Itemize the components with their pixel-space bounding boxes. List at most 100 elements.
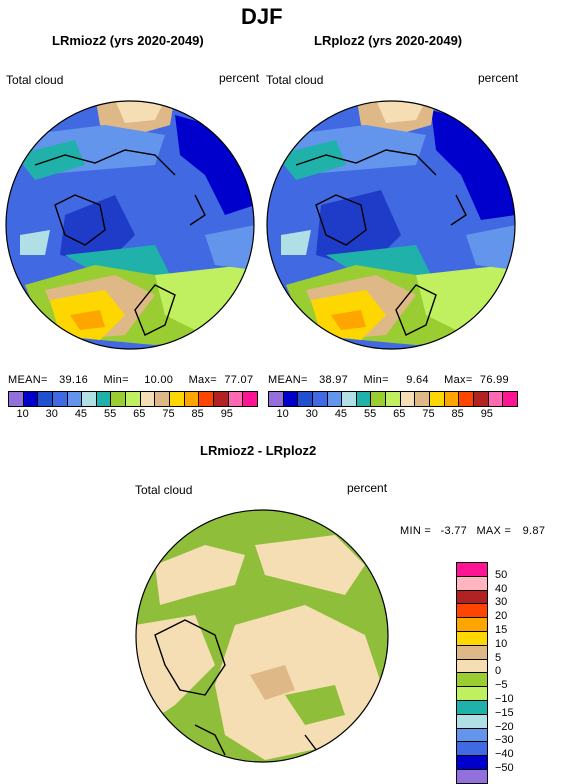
right-colorbar-swatch-6 <box>356 392 372 406</box>
diff-colorbar-swatch-14 <box>457 756 487 770</box>
diff-colorbar-tick-label: −30 <box>495 734 514 747</box>
right-variable-label: Total cloud <box>266 73 324 87</box>
right-colorbar-tick-label: 75 <box>422 408 435 420</box>
right-colorbar-tick-label: 65 <box>393 408 406 420</box>
left-map-dark-region <box>60 195 135 265</box>
left-colorbar-tick-label: 85 <box>191 408 204 420</box>
diff-colorbar-tick-label: −40 <box>495 748 514 761</box>
right-max-value: 76.99 <box>479 374 509 386</box>
left-map-sky-right <box>205 225 254 270</box>
right-polar-map <box>266 100 516 350</box>
diff-variable-label: Total cloud <box>135 483 193 497</box>
right-colorbar-tick-label: 95 <box>480 408 493 420</box>
figure-title: DJF <box>241 4 283 29</box>
diff-colorbar-tick-label: 40 <box>495 582 508 595</box>
right-min-value: 9.64 <box>406 374 429 386</box>
left-colorbar-swatch-13 <box>199 392 214 406</box>
diff-colorbar-swatch-10 <box>457 700 487 715</box>
right-colorbar-tick-label: 45 <box>334 408 348 420</box>
left-colorbar-tick-label: 45 <box>74 408 88 420</box>
diff-colorbar-swatch-11 <box>457 714 487 729</box>
left-colorbar <box>8 391 258 407</box>
right-colorbar-swatch-4 <box>327 392 343 406</box>
right-colorbar-swatch-14 <box>473 392 489 406</box>
diff-colorbar-swatch-9 <box>457 687 487 701</box>
left-map-orange-core <box>70 310 105 330</box>
right-colorbar-swatch-9 <box>400 392 416 406</box>
right-colorbar-swatch-8 <box>386 392 401 406</box>
right-colorbar-swatch-2 <box>298 392 313 406</box>
right-units-label: percent <box>478 71 519 85</box>
diff-colorbar-tick-label: −10 <box>495 693 514 705</box>
left-colorbar-tick-label: 75 <box>162 408 175 420</box>
diff-min-label: MIN = <box>400 525 432 537</box>
diff-colorbar-tick-label: −50 <box>495 762 514 774</box>
diff-colorbar-swatch-5 <box>457 631 487 646</box>
right-colorbar-swatch-16 <box>503 392 517 406</box>
diff-max-label: MAX = <box>476 525 512 537</box>
right-panel-title: LRploz2 (yrs 2020-2049) <box>314 33 463 48</box>
right-colorbar-swatch-11 <box>430 392 445 406</box>
left-stats: MEAN= 39.16 Min= 10.00 Max= 77.07 <box>8 374 253 386</box>
right-map-orange-core <box>331 310 366 330</box>
left-panel-title: LRmioz2 (yrs 2020-2049) <box>52 33 204 48</box>
diff-min-value: -3.77 <box>440 525 468 537</box>
left-colorbar-swatch-6 <box>96 392 112 406</box>
left-colorbar-tick-label: 10 <box>16 408 29 420</box>
right-colorbar-tick-label: 85 <box>451 408 464 420</box>
right-colorbar-swatch-5 <box>342 392 357 406</box>
diff-colorbar-swatch-1 <box>457 576 487 591</box>
diff-colorbar-swatch-12 <box>457 728 487 743</box>
right-map-lightcyan-left <box>281 230 311 255</box>
left-colorbar-swatch-8 <box>126 392 141 406</box>
diff-polar-map <box>135 509 389 763</box>
diff-colorbar-swatch-2 <box>457 590 487 605</box>
diff-colorbar-swatch-4 <box>457 618 487 632</box>
right-colorbar-swatch-7 <box>371 392 387 406</box>
left-colorbar-ticks: 10 30 45 55 65 75 85 95 <box>8 408 256 422</box>
left-colorbar-swatch-0 <box>9 392 24 406</box>
left-colorbar-swatch-16 <box>243 392 257 406</box>
diff-map-wheat-center <box>215 605 385 760</box>
left-polar-map <box>5 100 255 350</box>
right-colorbar-swatch-3 <box>312 392 328 406</box>
left-colorbar-tick-label: 95 <box>220 408 233 420</box>
right-map-wheat-top <box>376 101 426 123</box>
diff-stats: MIN = -3.77 MAX = 9.87 <box>400 525 545 537</box>
right-colorbar-tick-label: 30 <box>305 408 318 420</box>
right-stats: MEAN= 38.97 Min= 9.64 Max= 76.99 <box>268 374 509 386</box>
right-mean-label: MEAN= <box>268 374 308 386</box>
left-colorbar-tick-label: 30 <box>45 408 58 420</box>
left-max-label: Max= <box>188 374 217 386</box>
left-colorbar-swatch-14 <box>213 392 229 406</box>
diff-colorbar-swatch-0 <box>457 563 487 577</box>
left-colorbar-swatch-2 <box>38 392 53 406</box>
right-min-label: Min= <box>363 374 389 386</box>
right-map-coastline <box>295 149 467 336</box>
right-colorbar-ticks: 10 30 45 55 65 75 85 95 <box>268 408 516 422</box>
right-colorbar-swatch-0 <box>269 392 284 406</box>
left-colorbar-swatch-10 <box>155 392 171 406</box>
diff-colorbar-swatch-8 <box>457 673 487 688</box>
diff-max-value: 9.87 <box>522 525 546 537</box>
diff-colorbar-tick-label: 50 <box>495 568 508 581</box>
left-colorbar-swatch-7 <box>111 392 127 406</box>
left-mean-value: 39.16 <box>59 374 89 386</box>
right-colorbar-swatch-15 <box>488 392 504 406</box>
left-colorbar-swatch-4 <box>67 392 83 406</box>
right-max-label: Max= <box>444 374 473 386</box>
diff-colorbar-swatch-3 <box>457 604 487 619</box>
diff-colorbar <box>456 562 488 784</box>
left-colorbar-swatch-11 <box>170 392 185 406</box>
diff-colorbar-tick-label: −5 <box>495 679 508 692</box>
right-map-sky-right <box>466 225 515 270</box>
right-colorbar-tick-label: 55 <box>363 408 377 420</box>
diff-map-wheat-top <box>155 545 245 605</box>
left-variable-label: Total cloud <box>6 73 64 87</box>
right-colorbar-swatch-13 <box>459 392 474 406</box>
right-colorbar-swatch-12 <box>444 392 460 406</box>
left-colorbar-swatch-3 <box>52 392 68 406</box>
right-colorbar-swatch-10 <box>415 392 431 406</box>
right-mean-value: 38.97 <box>319 374 349 386</box>
left-max-value: 77.07 <box>224 374 254 386</box>
